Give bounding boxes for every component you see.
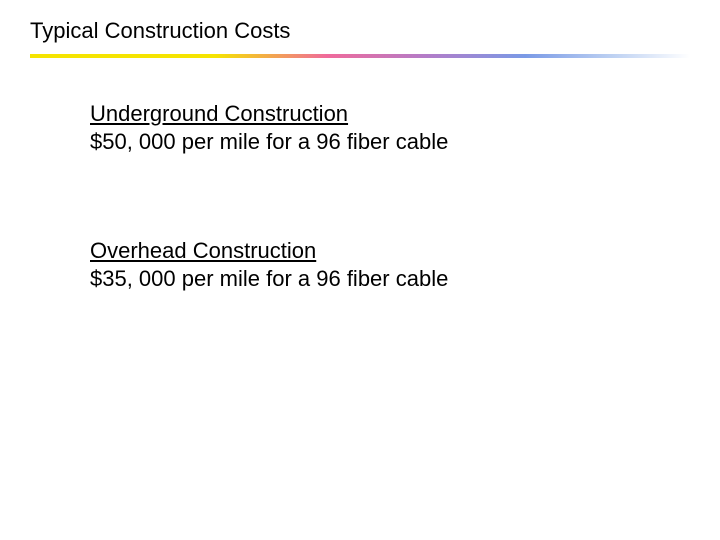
slide: Typical Construction Costs Underground C… <box>0 0 720 540</box>
section-heading: Underground Construction <box>90 100 650 128</box>
divider-rule <box>30 54 690 58</box>
section-heading: Overhead Construction <box>90 237 650 265</box>
section-detail: $50, 000 per mile for a 96 fiber cable <box>90 128 650 156</box>
section-overhead: Overhead Construction $35, 000 per mile … <box>90 237 650 292</box>
slide-title: Typical Construction Costs <box>30 18 290 44</box>
content-area: Underground Construction $50, 000 per mi… <box>90 100 650 374</box>
section-underground: Underground Construction $50, 000 per mi… <box>90 100 650 155</box>
section-detail: $35, 000 per mile for a 96 fiber cable <box>90 265 650 293</box>
